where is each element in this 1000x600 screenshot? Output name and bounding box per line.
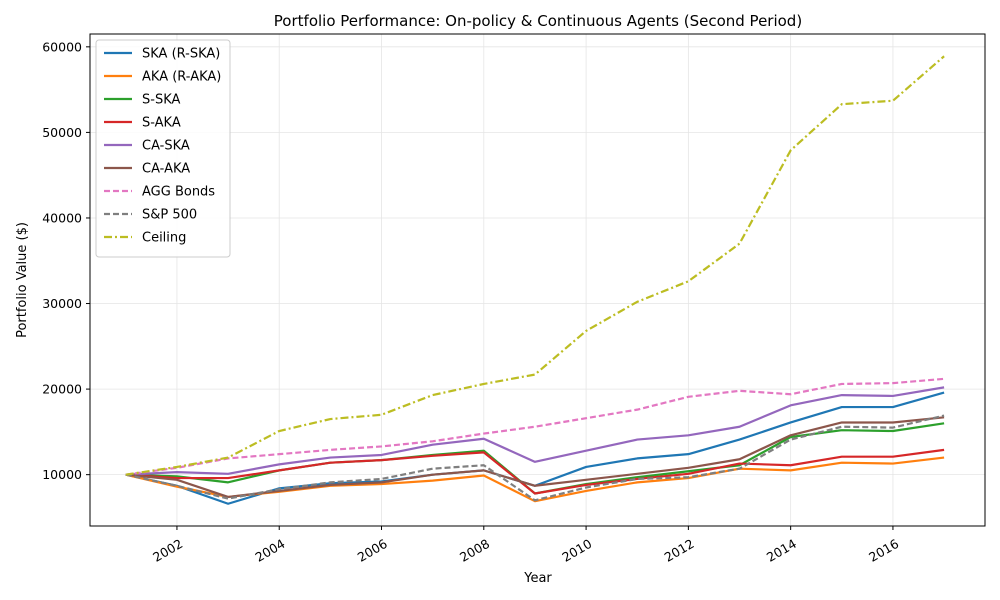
legend-label: S&P 500: [142, 208, 197, 223]
plot-area-frame: [89, 33, 986, 527]
legend-label: SKA (R-SKA): [142, 47, 220, 62]
series-line-s-p-500: [125, 414, 945, 502]
y-tick-label: 20000: [42, 382, 82, 397]
y-tick-label: 50000: [42, 125, 82, 140]
y-axis-ticks: 10000 20000 30000 40000 50000 60000: [42, 39, 90, 482]
chart-title: Portfolio Performance: On-policy & Conti…: [274, 12, 802, 30]
legend-label: AKA (R-AKA): [142, 70, 221, 85]
legend-label: CA-SKA: [142, 139, 190, 154]
legend-label: CA-AKA: [142, 162, 190, 177]
series-line-ca-ska: [125, 386, 945, 476]
series-line-s-aka: [125, 448, 945, 495]
y-tick-label: 30000: [42, 296, 82, 311]
legend: SKA (R-SKA) AKA (R-AKA) S-SKA S-AKA CA-SKA CA…: [95, 39, 231, 258]
legend-label: AGG Bonds: [142, 185, 215, 200]
x-axis-title: Year: [523, 571, 552, 586]
series-line-agg-bonds: [125, 377, 945, 476]
y-axis-title: Portfolio Value ($): [15, 222, 30, 338]
series-lines: [125, 55, 945, 505]
grid-lines: [90, 34, 985, 526]
legend-box: [95, 39, 231, 258]
y-tick-label: 60000: [42, 39, 82, 54]
legend-label: Ceiling: [142, 231, 186, 246]
y-tick-label: 10000: [42, 467, 82, 482]
y-tick-label: 40000: [42, 210, 82, 225]
legend-label: S-AKA: [142, 116, 181, 131]
legend-label: S-SKA: [142, 93, 180, 108]
